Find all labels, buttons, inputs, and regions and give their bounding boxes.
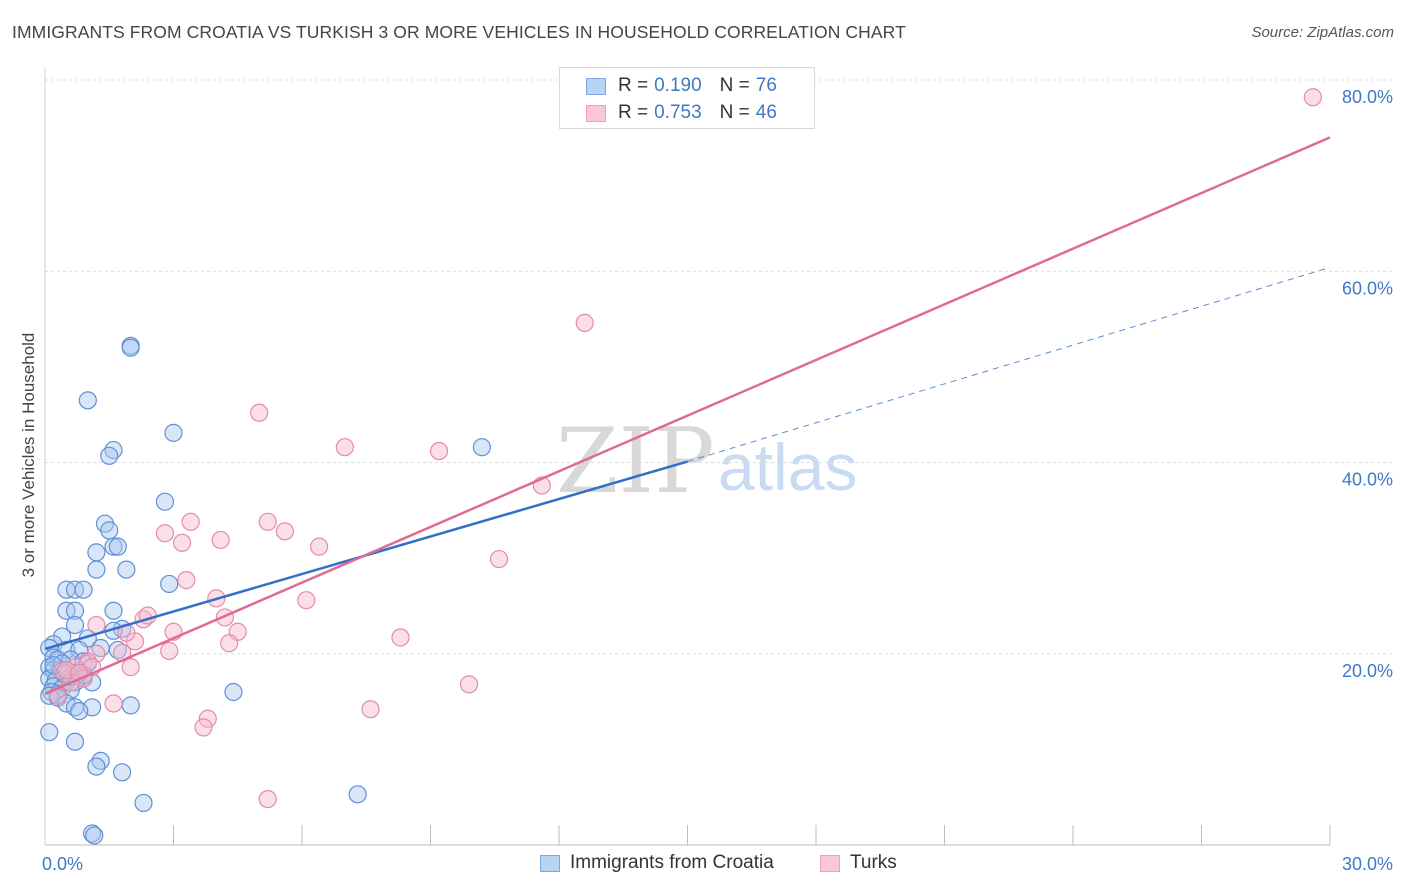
y-tick-label: 20.0% bbox=[1342, 661, 1393, 681]
turks-point bbox=[335, 438, 354, 457]
turks-point bbox=[258, 789, 277, 809]
croatia-point bbox=[78, 391, 97, 410]
turks-point bbox=[198, 709, 217, 728]
croatia-point bbox=[87, 543, 106, 562]
legend-item-turks[interactable]: Turks bbox=[820, 852, 897, 874]
trend-lines bbox=[44, 136, 1331, 696]
watermark: ZIP atlas bbox=[556, 409, 857, 514]
croatia-point bbox=[134, 793, 153, 813]
croatia-point bbox=[87, 757, 106, 776]
legend-swatch-croatia bbox=[540, 854, 560, 872]
x-tick-label: 0.0% bbox=[42, 854, 83, 874]
legend-swatch-turks bbox=[820, 854, 840, 872]
legend-r-value: 0.753 bbox=[654, 102, 702, 123]
legend-n-label: N = bbox=[719, 75, 750, 96]
croatia-point bbox=[121, 338, 140, 357]
turks-point bbox=[489, 549, 509, 569]
croatia-point bbox=[155, 492, 175, 511]
gridlines bbox=[45, 79, 1392, 655]
turks-point bbox=[155, 524, 175, 543]
turks-point bbox=[250, 403, 269, 422]
turks-point bbox=[429, 441, 449, 461]
legend-r-label: R = bbox=[618, 75, 649, 96]
croatia-point bbox=[70, 702, 89, 721]
turks-point bbox=[297, 591, 316, 610]
turks-point bbox=[575, 313, 594, 332]
croatia-point bbox=[160, 574, 179, 594]
croatia-point bbox=[117, 560, 136, 579]
chart-title: IMMIGRANTS FROM CROATIA VS TURKISH 3 OR … bbox=[12, 22, 906, 42]
legend-swatch-croatia bbox=[586, 77, 606, 95]
turks-point bbox=[391, 628, 410, 647]
y-tick-label: 40.0% bbox=[1342, 470, 1393, 490]
turks-point bbox=[211, 530, 230, 550]
croatia-point bbox=[348, 785, 367, 804]
correlation-legend: R = 0.190 N = 76 R = 0.753 N = 46 bbox=[559, 67, 815, 129]
croatia-point bbox=[104, 537, 123, 556]
turks-point bbox=[160, 641, 179, 660]
croatia-point bbox=[108, 537, 127, 556]
turks-point bbox=[258, 512, 277, 531]
y-tick-label: 60.0% bbox=[1342, 278, 1393, 298]
legend-n-value: 46 bbox=[755, 102, 777, 123]
turks-point bbox=[1303, 88, 1322, 107]
turks-point bbox=[361, 700, 380, 719]
legend-row-croatia: R = 0.190 N = 76 bbox=[586, 74, 777, 98]
legend-r-label: R = bbox=[618, 102, 649, 123]
croatia-point bbox=[224, 682, 243, 702]
x-tick-label: 30.0% bbox=[1342, 854, 1393, 874]
legend-label-croatia: Immigrants from Croatia bbox=[570, 852, 774, 873]
turks-point bbox=[121, 658, 140, 677]
croatia-trend-extension bbox=[687, 266, 1331, 463]
croatia-point bbox=[40, 723, 59, 742]
croatia-point bbox=[121, 696, 140, 715]
turks-point bbox=[194, 718, 213, 737]
croatia-point bbox=[100, 521, 119, 540]
turks-point bbox=[220, 634, 239, 653]
y-tick-label: 80.0% bbox=[1342, 87, 1393, 107]
croatia-point bbox=[100, 446, 119, 465]
source-label: Source: ZipAtlas.com bbox=[1251, 24, 1394, 41]
turks-point bbox=[310, 537, 329, 556]
turks-point bbox=[104, 694, 123, 713]
legend-n-value: 76 bbox=[755, 75, 777, 96]
legend-row-turks: R = 0.753 N = 46 bbox=[586, 101, 777, 125]
croatia-point bbox=[112, 763, 132, 782]
croatia-point bbox=[65, 615, 85, 635]
turks-point bbox=[275, 522, 294, 541]
turks-point bbox=[459, 675, 479, 694]
turks-trend-line bbox=[44, 136, 1331, 696]
y-axis-label: 3 or more Vehicles in Household bbox=[19, 333, 38, 578]
series-croatia-points bbox=[40, 336, 491, 845]
tick-labels: 20.0% 40.0% 60.0% 80.0% 0.0% 30.0% bbox=[42, 87, 1393, 874]
legend-label-turks: Turks bbox=[850, 852, 897, 873]
turks-point bbox=[181, 512, 200, 531]
legend-r-value: 0.190 bbox=[654, 75, 702, 96]
legend-item-croatia[interactable]: Immigrants from Croatia bbox=[540, 852, 774, 874]
croatia-point bbox=[87, 560, 106, 579]
croatia-point bbox=[164, 423, 183, 442]
watermark-atlas: atlas bbox=[718, 430, 857, 504]
croatia-point bbox=[472, 438, 491, 457]
axes bbox=[44, 68, 1331, 846]
legend-swatch-turks bbox=[586, 104, 606, 122]
croatia-point bbox=[65, 732, 85, 751]
croatia-point bbox=[74, 580, 93, 599]
turks-point bbox=[177, 571, 196, 590]
croatia-point bbox=[104, 601, 123, 620]
turks-point bbox=[172, 533, 192, 552]
croatia-point bbox=[85, 826, 104, 845]
legend-n-label: N = bbox=[719, 102, 750, 123]
croatia-point bbox=[65, 601, 85, 620]
